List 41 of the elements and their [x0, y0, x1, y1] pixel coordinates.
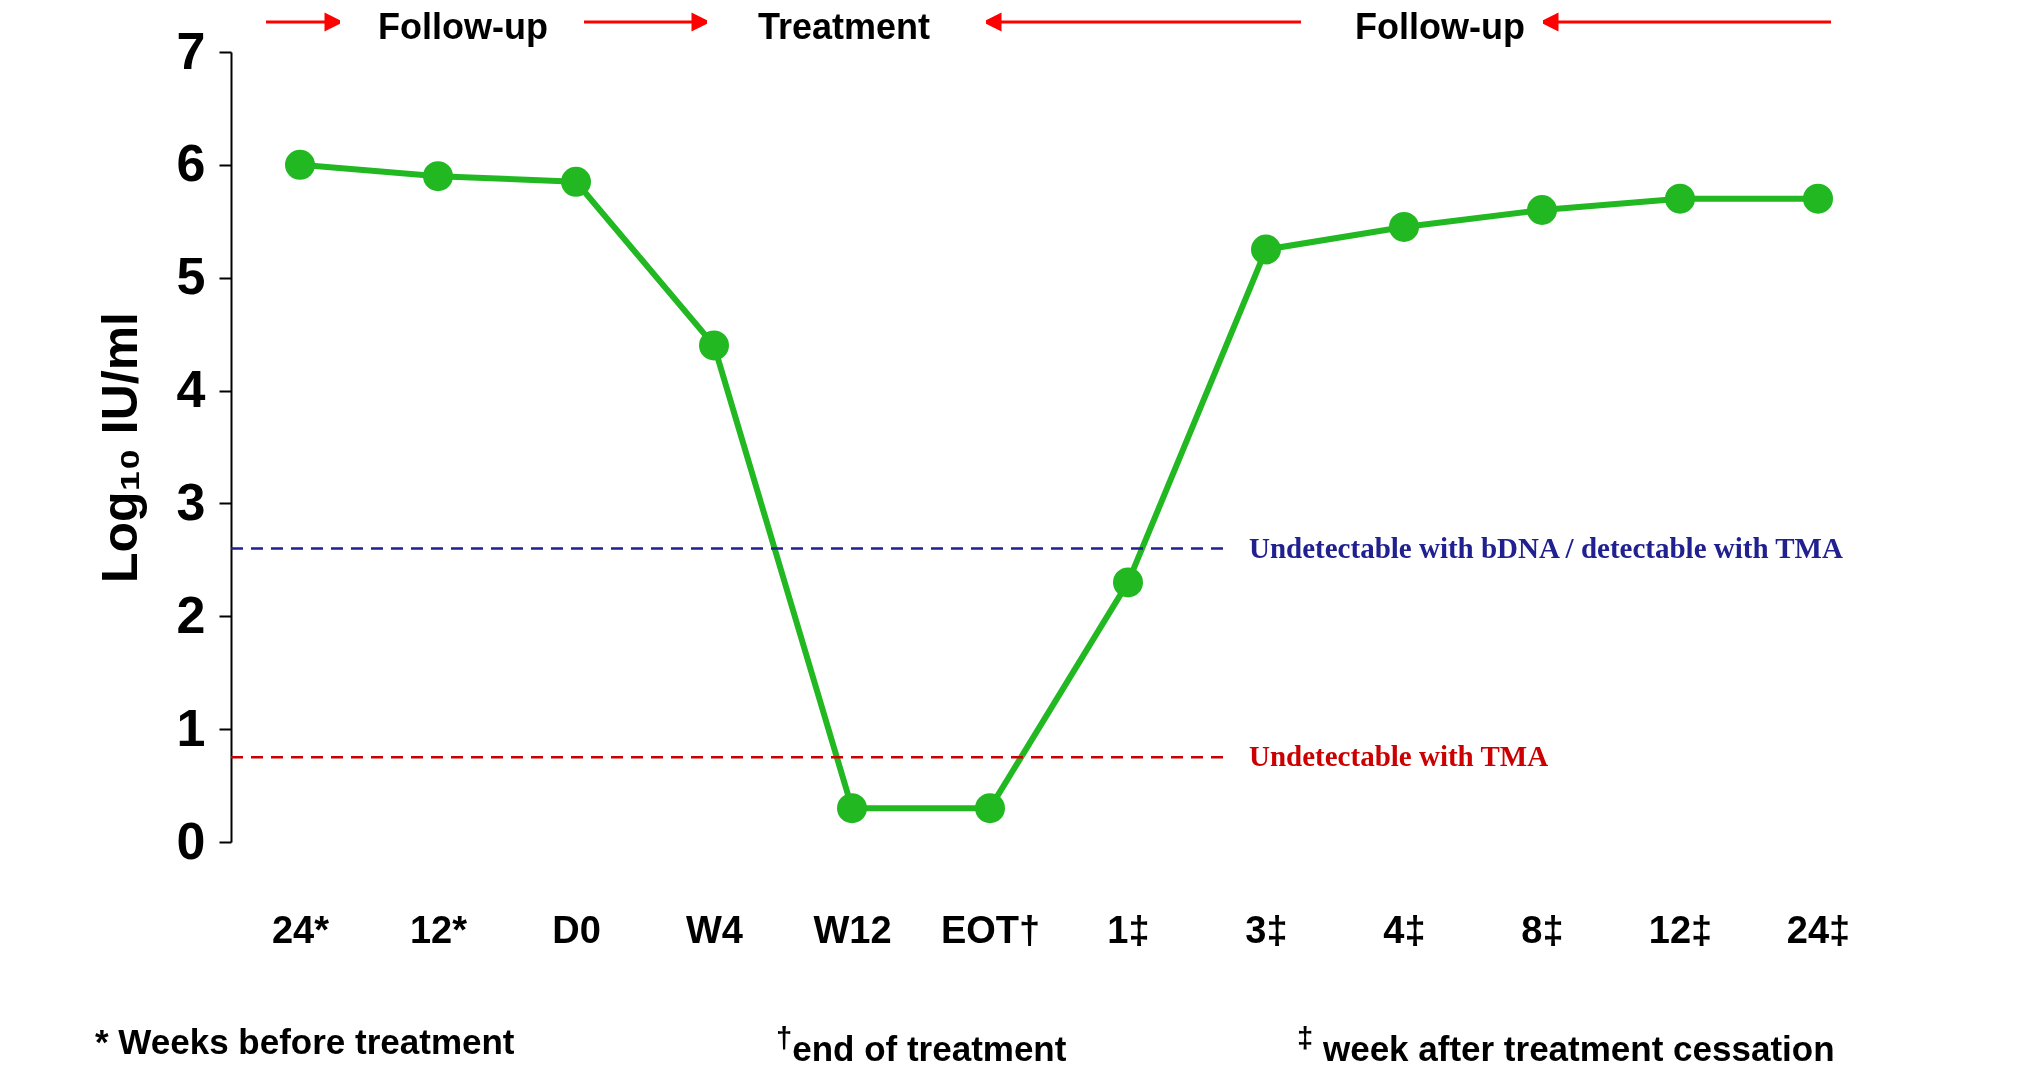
y-tick-label: 2: [176, 585, 206, 644]
point: [1527, 195, 1557, 225]
ref-line-label: Undetectable with TMA: [1249, 740, 1549, 773]
y-tick-label: 5: [176, 247, 206, 306]
point: [1389, 211, 1419, 242]
text: $^{‡}$ week after treatment cessation: [1297, 1022, 1835, 1069]
x-tick-label: 24*: [271, 908, 330, 951]
y-axis-title: Log₁₀ IU/ml: [91, 312, 148, 583]
y-tick-label: 7: [176, 21, 206, 80]
point: [1113, 567, 1143, 598]
x-tick-label: 3‡: [1245, 908, 1288, 951]
x-tick-label: 12*: [409, 908, 468, 951]
y-tick-label: 1: [176, 698, 206, 757]
point: [561, 166, 591, 197]
text: Follow-up: [378, 6, 548, 48]
x-tick-label: D0: [552, 908, 601, 951]
point: [1251, 234, 1281, 265]
x-tick-label: 24‡: [1786, 908, 1851, 951]
x-tick-label: 1‡: [1107, 908, 1150, 951]
y-tick-label: 6: [176, 134, 206, 193]
point: [285, 149, 315, 180]
text: * Weeks before treatment: [95, 1022, 515, 1062]
point: [1665, 183, 1695, 214]
point: [423, 161, 453, 192]
ref-line-label: Undetectable with bDNA / detectable with TMA: [1249, 531, 1843, 564]
point: [975, 793, 1005, 824]
x-tick-label: W4: [686, 908, 743, 951]
y-tick-label: 4: [176, 360, 206, 419]
point: [1803, 183, 1833, 214]
x-tick-label: 12‡: [1648, 908, 1713, 951]
text: $^{†}$end of treatment: [776, 1022, 1067, 1069]
point: [837, 793, 867, 824]
text: Treatment: [757, 6, 931, 48]
x-tick-label: EOT†: [940, 908, 1041, 951]
y-tick-label: 0: [176, 811, 206, 870]
point: [699, 330, 729, 361]
text: Follow-up: [1355, 6, 1525, 48]
x-tick-label: 8‡: [1521, 908, 1564, 951]
y-tick-label: 3: [176, 472, 206, 531]
x-tick-label: 4‡: [1383, 908, 1426, 951]
x-tick-label: W12: [813, 908, 892, 951]
